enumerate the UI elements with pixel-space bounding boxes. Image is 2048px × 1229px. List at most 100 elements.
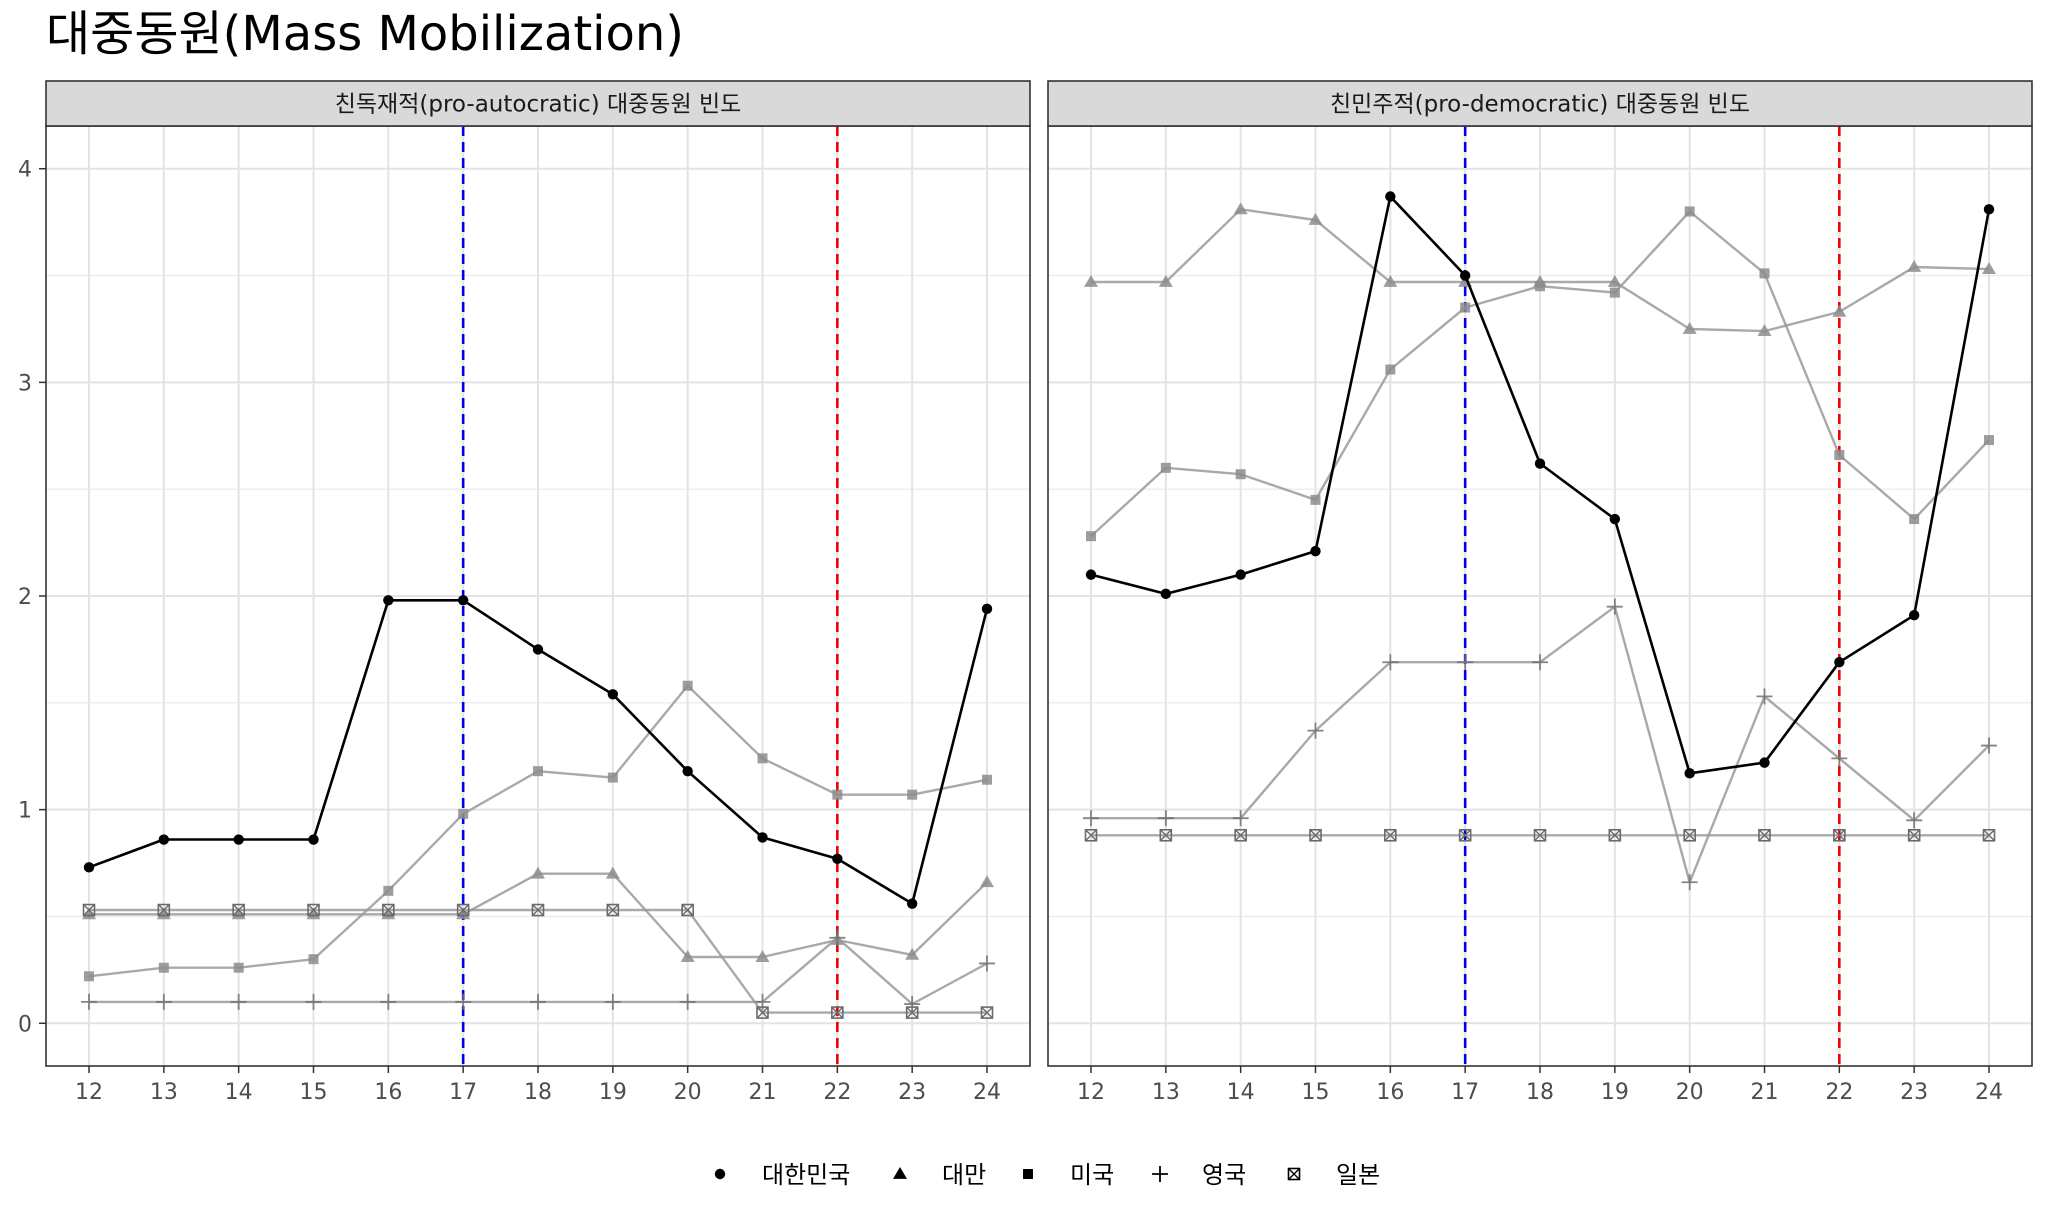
data-point-plus-13: [1157, 810, 1174, 827]
series-boxcross: [1084, 828, 1996, 842]
data-point-circle-18: [532, 644, 544, 655]
data-point-triangle-23: [1907, 260, 1922, 272]
data-point-boxcross-24: [1982, 828, 1996, 842]
data-point-square-12: [1086, 531, 1096, 542]
data-point-circle-15: [1310, 545, 1321, 557]
data-point-square-17: [1460, 302, 1471, 313]
data-point-square-17: [458, 808, 469, 819]
legend-label: 영국: [1202, 1161, 1246, 1189]
data-point-plus-17: [1457, 654, 1474, 671]
data-point-boxcross-14: [232, 903, 245, 917]
data-point-boxcross-17-cross: [1459, 829, 1472, 842]
data-point-boxcross-22: [831, 1006, 844, 1019]
data-point-circle-13: [1160, 588, 1172, 600]
data-point-square-16: [383, 885, 394, 896]
data-point-circle-20: [682, 765, 693, 777]
x-tick-label: 17: [449, 1080, 477, 1105]
data-point-boxcross-23: [905, 1006, 919, 1019]
data-point-plus-24: [1981, 737, 1997, 754]
x-tick-label: 20: [1676, 1080, 1704, 1105]
data-point-boxcross-18-cross: [532, 904, 544, 917]
series-circle: [1085, 191, 1995, 779]
data-point-boxcross-14-box: [232, 903, 245, 917]
data-point-circle-14: [233, 834, 244, 845]
data-point-triangle-19: [605, 866, 620, 879]
facet-strip: [45, 80, 1031, 127]
legend-key-boxcross-box: [1287, 1167, 1301, 1181]
data-point-boxcross-17: [456, 903, 470, 917]
data-point-circle-16: [1385, 191, 1396, 202]
y-tick-label: 1: [18, 799, 32, 824]
data-point-circle-17: [457, 595, 469, 606]
data-point-plus-20: [1681, 874, 1698, 891]
data-point-square-19: [1609, 287, 1620, 298]
data-point-square-18: [1535, 281, 1545, 292]
data-point-square-22: [1834, 450, 1845, 460]
data-point-plus-15: [305, 993, 322, 1010]
series-plus: [1083, 598, 1997, 891]
data-point-boxcross-15-cross: [1309, 829, 1322, 842]
data-point-square-16: [1385, 364, 1396, 375]
data-point-boxcross-17-box: [456, 903, 470, 917]
y-tick-label: 0: [18, 1012, 32, 1037]
data-point-triangle-15: [1308, 213, 1323, 225]
data-point-boxcross-12-cross: [1085, 829, 1097, 842]
legend-key-circle: [714, 1168, 726, 1180]
data-point-boxcross-12-box: [1084, 828, 1098, 842]
data-point-boxcross-19: [1608, 828, 1622, 842]
data-point-boxcross-17-cross: [457, 904, 470, 917]
series-square: [1086, 206, 1994, 542]
data-point-boxcross-24-box: [980, 1006, 994, 1019]
data-point-boxcross-23: [1907, 828, 1921, 842]
data-point-boxcross-22-cross: [1833, 829, 1846, 842]
series-boxcross: [82, 903, 994, 1019]
x-tick-label: 13: [150, 1080, 178, 1105]
data-point-boxcross-15: [1309, 828, 1322, 842]
data-point-plus-20: [679, 993, 696, 1010]
x-tick-label: 20: [674, 1080, 702, 1105]
data-point-boxcross-18: [531, 903, 545, 917]
chart-title: 대중동원(Mass Mobilization): [46, 6, 684, 62]
data-point-boxcross-22: [1833, 828, 1846, 842]
data-point-circle-17: [1459, 270, 1471, 281]
legend-label: 대한민국: [762, 1161, 850, 1189]
data-point-square-24: [982, 774, 992, 785]
data-point-boxcross-20-cross: [1683, 829, 1696, 842]
data-point-boxcross-24: [980, 1006, 994, 1019]
data-point-triangle-16: [1383, 274, 1398, 287]
data-point-boxcross-22-box: [831, 1006, 844, 1019]
data-point-boxcross-19-box: [606, 903, 620, 917]
y-tick-label: 3: [18, 371, 32, 396]
x-tick-label: 24: [1975, 1080, 2003, 1105]
data-point-plus-22: [1831, 750, 1848, 767]
data-point-square-20: [682, 680, 693, 691]
data-point-square-21: [1759, 268, 1770, 279]
data-point-boxcross-12-box: [82, 903, 96, 917]
data-point-boxcross-18: [1533, 828, 1547, 842]
data-point-boxcross-23-box: [905, 1006, 919, 1019]
x-tick-label: 22: [1825, 1080, 1853, 1105]
x-tick-label: 15: [300, 1080, 328, 1105]
data-point-triangle-20: [1682, 321, 1697, 334]
data-point-boxcross-16-box: [382, 903, 395, 917]
data-point-boxcross-15-cross: [307, 904, 320, 917]
x-tick-label: 16: [1376, 1080, 1404, 1105]
data-point-triangle-21: [1757, 324, 1772, 336]
facet-strip: [1047, 80, 2033, 127]
data-point-boxcross-16-box: [1384, 828, 1397, 842]
x-tick-label: 12: [75, 1080, 103, 1105]
data-point-boxcross-18-cross: [1534, 829, 1546, 842]
data-point-plus-12: [1083, 810, 1099, 827]
data-point-boxcross-19-box: [1608, 828, 1622, 842]
data-point-plus-21: [1756, 688, 1773, 705]
legend-key-plus: [1152, 1166, 1168, 1182]
x-axis: 12 13 14 15 16 17 18 19 20 21 22 23 24: [75, 1066, 1001, 1105]
data-point-boxcross-19-cross: [606, 904, 619, 917]
data-point-boxcross-18-box: [531, 903, 545, 917]
x-tick-label: 18: [524, 1080, 552, 1105]
data-point-boxcross-12: [82, 903, 96, 917]
data-point-boxcross-15-box: [307, 903, 320, 917]
x-tick-label: 19: [599, 1080, 627, 1105]
data-point-square-13: [1160, 462, 1171, 473]
series-circle: [83, 595, 993, 909]
